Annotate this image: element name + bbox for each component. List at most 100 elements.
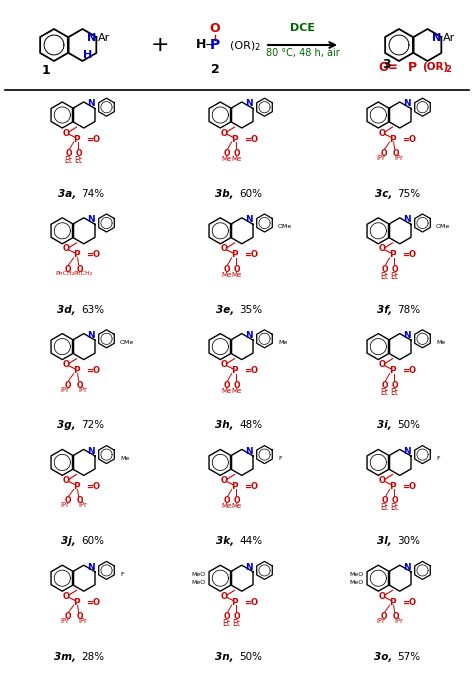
Text: O: O <box>233 381 240 390</box>
Text: N: N <box>432 33 442 43</box>
Text: 3f,: 3f, <box>377 305 392 315</box>
Text: 3o,: 3o, <box>374 652 392 662</box>
Text: P: P <box>73 482 80 491</box>
Text: 35%: 35% <box>239 305 262 315</box>
Text: =O: =O <box>402 482 417 491</box>
Text: 44%: 44% <box>239 537 262 546</box>
Text: PhCH₂: PhCH₂ <box>55 271 74 276</box>
Text: O: O <box>64 612 71 621</box>
Text: P: P <box>73 366 80 375</box>
Text: Et: Et <box>381 388 389 397</box>
Text: O: O <box>64 265 71 274</box>
Text: O: O <box>392 612 399 621</box>
Text: O: O <box>379 245 386 253</box>
Text: 3d,: 3d, <box>57 305 76 315</box>
Text: P: P <box>389 482 396 491</box>
Text: OMe: OMe <box>436 224 450 229</box>
Text: P: P <box>73 598 80 607</box>
Text: O: O <box>380 612 387 621</box>
Text: O: O <box>223 381 230 390</box>
Text: P: P <box>408 61 417 74</box>
Text: P: P <box>389 135 396 144</box>
Text: O: O <box>223 612 230 621</box>
Text: 3b,: 3b, <box>215 189 234 199</box>
Text: P: P <box>389 598 396 607</box>
Text: Et: Et <box>391 388 399 397</box>
Text: 1: 1 <box>42 64 50 78</box>
Text: 3m,: 3m, <box>54 652 76 662</box>
Text: P: P <box>231 598 238 607</box>
Text: Me: Me <box>221 156 232 162</box>
Text: O: O <box>76 612 83 621</box>
Text: N: N <box>87 215 95 224</box>
Text: H: H <box>82 50 92 59</box>
Text: 3: 3 <box>382 58 391 71</box>
Text: 74%: 74% <box>81 189 104 199</box>
Text: iPr: iPr <box>78 502 87 508</box>
Text: N: N <box>87 563 95 572</box>
Text: Et: Et <box>233 619 240 628</box>
Text: =O: =O <box>245 482 259 491</box>
Text: O: O <box>392 497 398 506</box>
Text: 50%: 50% <box>239 652 262 662</box>
Text: O: O <box>379 592 386 601</box>
Text: F: F <box>436 456 439 461</box>
Text: iPr: iPr <box>60 618 69 624</box>
Text: N: N <box>403 331 410 340</box>
Text: O: O <box>392 265 398 274</box>
Text: =O: =O <box>402 250 417 259</box>
Text: iPr: iPr <box>60 387 69 393</box>
Text: O: O <box>223 265 230 274</box>
Text: O: O <box>64 381 71 390</box>
Text: Et: Et <box>64 156 73 165</box>
Text: 60%: 60% <box>239 189 262 199</box>
Text: =O: =O <box>245 135 259 144</box>
Text: P: P <box>73 135 80 144</box>
Text: O: O <box>379 360 386 369</box>
Text: 30%: 30% <box>397 537 420 546</box>
Text: N: N <box>403 215 410 224</box>
Text: iPr: iPr <box>376 618 385 624</box>
Text: Me: Me <box>120 456 129 461</box>
Text: O: O <box>223 149 230 158</box>
Text: O: O <box>221 245 228 253</box>
Text: F: F <box>120 572 124 576</box>
Text: N: N <box>87 100 95 109</box>
Text: O: O <box>380 149 387 158</box>
Text: iPr: iPr <box>60 502 69 508</box>
Text: Et: Et <box>223 619 230 628</box>
Text: 28%: 28% <box>81 652 104 662</box>
Text: N: N <box>87 447 95 456</box>
Text: Ar: Ar <box>98 33 110 43</box>
Text: N: N <box>87 331 95 340</box>
Text: 2: 2 <box>210 63 219 76</box>
Text: +: + <box>151 35 169 55</box>
Text: N: N <box>403 563 410 572</box>
Text: N: N <box>245 331 253 340</box>
Text: 3e,: 3e, <box>216 305 234 315</box>
Text: O: O <box>63 592 70 601</box>
Text: O: O <box>379 476 386 485</box>
Text: iPr: iPr <box>394 155 403 161</box>
Text: Me: Me <box>231 503 242 510</box>
Text: P: P <box>231 250 238 259</box>
Text: N: N <box>245 447 253 456</box>
Text: F: F <box>278 456 282 461</box>
Text: DCE: DCE <box>290 23 315 33</box>
Text: O: O <box>64 497 71 506</box>
Text: O: O <box>382 265 388 274</box>
Text: N: N <box>403 100 410 109</box>
Text: iPr: iPr <box>78 618 87 624</box>
Text: Me: Me <box>231 388 242 394</box>
Text: Me: Me <box>221 503 232 510</box>
Text: 3j,: 3j, <box>61 537 76 546</box>
Text: O: O <box>233 149 240 158</box>
Text: =O: =O <box>245 366 259 375</box>
Text: =O: =O <box>87 366 100 375</box>
Text: 3c,: 3c, <box>374 189 392 199</box>
Text: O: O <box>76 381 83 390</box>
Text: −: − <box>205 38 215 51</box>
Text: OMe: OMe <box>120 340 134 345</box>
Text: Me: Me <box>221 272 232 278</box>
Text: O: O <box>221 476 228 485</box>
